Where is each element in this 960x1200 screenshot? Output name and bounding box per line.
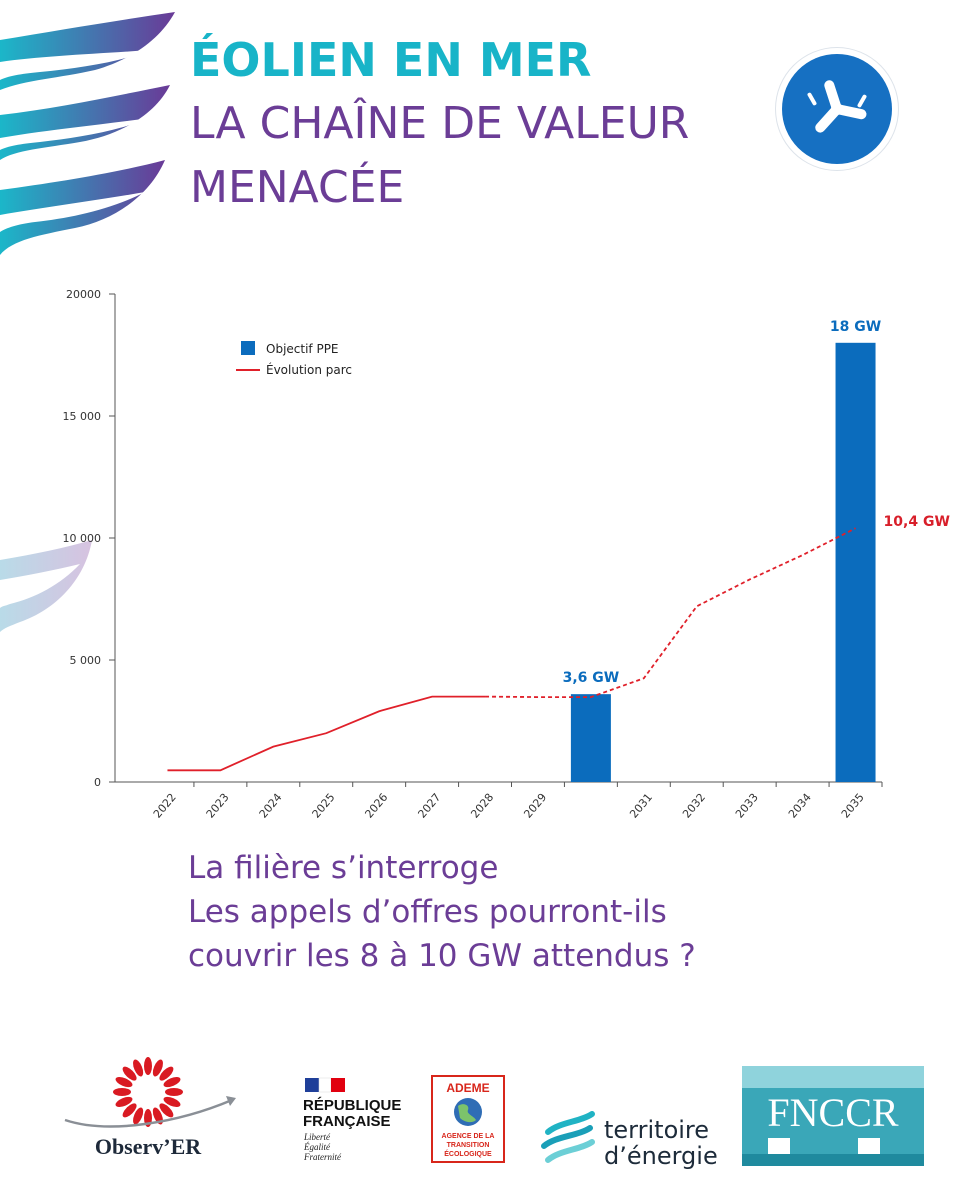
- line-dashed-segment: [485, 527, 856, 698]
- x-tick-label: 2029: [521, 791, 549, 821]
- x-tick-label: 2027: [415, 791, 443, 821]
- sun-ray: [113, 1088, 131, 1096]
- sun-ray: [152, 1059, 163, 1077]
- x-tick-label: 2023: [204, 791, 232, 821]
- x-tick-label: 2031: [627, 791, 655, 821]
- category-badge: [776, 48, 898, 170]
- chart-legend: Objectif PPE Évolution parc: [236, 341, 352, 377]
- sun-ray: [115, 1096, 133, 1107]
- line-solid-segment: [167, 695, 486, 772]
- ademe-sub1: AGENCE DE LA: [442, 1133, 495, 1140]
- bar-data-label: 3,6 GW: [563, 670, 620, 686]
- sun-ray: [122, 1066, 137, 1081]
- y-tick-label: 15 000: [63, 410, 102, 423]
- republique-line2: FRANÇAISE: [303, 1113, 391, 1130]
- sun-ray: [159, 1103, 174, 1118]
- y-tick-label: 20000: [66, 288, 101, 301]
- sun-ray: [163, 1096, 181, 1107]
- sun-ray: [122, 1103, 137, 1118]
- bar: [570, 694, 611, 782]
- sun-ray: [165, 1088, 183, 1096]
- page-subtitle-line2: MENACÉE: [190, 162, 405, 213]
- x-tick-label: 2032: [680, 791, 708, 821]
- te-wave-icon: [541, 1111, 595, 1163]
- observer-sun-icon: [113, 1057, 183, 1127]
- bar-data-label: 18 GW: [830, 319, 881, 335]
- marianne-icon: [305, 1077, 345, 1093]
- x-tick-label: 2028: [468, 791, 496, 821]
- republique-motto1: Liberté: [303, 1132, 331, 1142]
- territoire-line2: d’énergie: [604, 1142, 718, 1170]
- republique-motto3: Fraternité: [303, 1152, 342, 1162]
- question-line-2: Les appels d’offres pourront-ils: [188, 894, 667, 930]
- republique-line1: RÉPUBLIQUE: [303, 1097, 401, 1114]
- wing-feather-1: [0, 12, 175, 90]
- sun-ray: [115, 1077, 133, 1088]
- territoire-energie-logo: territoire d’énergie: [541, 1111, 718, 1170]
- title-block: ÉOLIEN EN MER LA CHAÎNE DE VALEUR MENACÉ…: [190, 28, 689, 220]
- question-line-3: couvrir les 8 à 10 GW attendus ?: [188, 938, 696, 974]
- republique-motto2: Égalité: [303, 1142, 331, 1152]
- decorative-wings: [0, 12, 175, 255]
- x-tick-label: 2034: [786, 791, 814, 821]
- decorative-wing-faded: [0, 540, 92, 632]
- line-data-label: 10,4 GW: [884, 514, 950, 530]
- bar: [835, 342, 876, 782]
- ademe-logo: ADEME AGENCE DE LA TRANSITION ÉCOLOGIQUE: [431, 1075, 505, 1163]
- fnccr-name: FNCCR: [767, 1090, 898, 1135]
- sun-ray: [152, 1107, 163, 1125]
- ademe-sub2: TRANSITION: [447, 1142, 490, 1149]
- observer-name: Observ’ER: [95, 1134, 202, 1159]
- sun-ray: [133, 1059, 144, 1077]
- x-tick-label: 2024: [257, 791, 285, 821]
- territoire-line1: territoire: [604, 1116, 709, 1144]
- x-tick-label: 2035: [839, 791, 867, 821]
- wind-turbine-icon: [807, 80, 867, 133]
- x-tick-label: 2025: [310, 791, 338, 821]
- line-series: [167, 527, 856, 772]
- y-tick-label: 0: [94, 776, 101, 789]
- ademe-name: ADEME: [446, 1081, 489, 1095]
- x-tick-label: 2022: [151, 791, 179, 821]
- legend-bar-swatch: [241, 341, 255, 355]
- bar-series: [570, 342, 876, 782]
- fnccr-logo: FNCCR: [742, 1066, 924, 1166]
- legend-line-label: Évolution parc: [266, 362, 352, 377]
- question-text: La filière s’interroge Les appels d’offr…: [188, 846, 696, 978]
- partner-logos: Observ’ER RÉPUBLIQUE FRANÇAISE Liberté É…: [64, 1057, 924, 1170]
- ademe-sub3: ÉCOLOGIQUE: [444, 1149, 492, 1158]
- x-tick-label: 2026: [363, 791, 391, 821]
- badge-circle: [782, 54, 892, 164]
- y-tick-label: 5 000: [70, 654, 102, 667]
- sun-ray: [159, 1066, 174, 1081]
- wing-feather-2: [0, 85, 170, 160]
- question-line-1: La filière s’interroge: [188, 850, 499, 886]
- sun-ray: [163, 1077, 181, 1088]
- page-subtitle-line1: LA CHAÎNE DE VALEUR: [190, 98, 690, 149]
- chart-axes: [114, 294, 882, 783]
- y-axis-ticks: 0 5 000 10 000 15 000 20000: [63, 288, 115, 789]
- x-tick-label: 2033: [733, 791, 761, 821]
- capacity-chart: 0 5 000 10 000 15 000 20000 2022 2023 2024 2025…: [63, 288, 950, 821]
- observer-logo: Observ’ER: [64, 1057, 236, 1159]
- page-title: ÉOLIEN EN MER: [190, 33, 592, 87]
- y-tick-label: 10 000: [63, 532, 102, 545]
- sun-ray: [133, 1107, 144, 1125]
- republique-francaise-logo: RÉPUBLIQUE FRANÇAISE Liberté Égalité Fra…: [303, 1077, 401, 1162]
- chart-annotations: 3,6 GW 18 GW 10,4 GW: [563, 319, 950, 686]
- x-axis-ticks: 2022 2023 2024 2025 2026 2027 2028 2029 2031 2032…: [151, 782, 883, 821]
- legend-bar-label: Objectif PPE: [266, 342, 339, 356]
- sun-ray: [144, 1057, 152, 1075]
